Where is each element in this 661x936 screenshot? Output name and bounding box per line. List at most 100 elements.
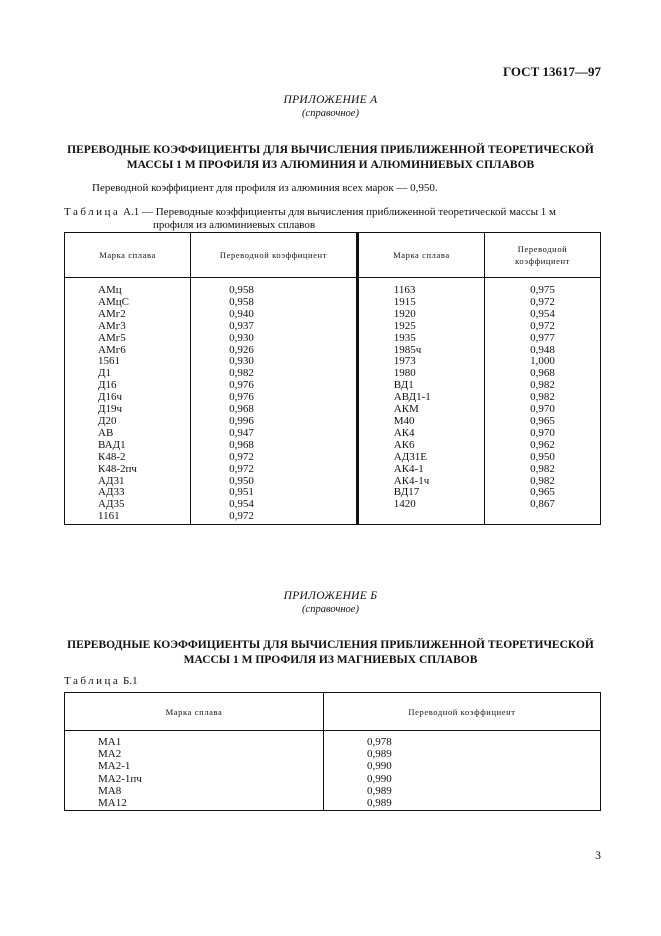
appendix-a-title: ПЕРЕВОДНЫЕ КОЭФФИЦИЕНТЫ ДЛЯ ВЫЧИСЛЕНИЯ П… xyxy=(0,143,661,172)
alloy-grade: АК6 xyxy=(393,438,415,451)
alloy-grade: Д1 xyxy=(98,367,112,380)
coefficient-value: 0,989 xyxy=(367,797,392,810)
alloy-grade: АД35 xyxy=(98,498,125,511)
column-coefficient: 0,978 0,989 0,990 0,990 0,989 0,989 xyxy=(324,731,600,809)
alloy-grade: 1925 xyxy=(393,319,416,332)
title-line: МАССЫ 1 М ПРОФИЛЯ ИЗ АЛЮМИНИЯ И АЛЮМИНИЕ… xyxy=(126,158,535,171)
alloy-grade: АК4 xyxy=(393,426,415,439)
coefficient-value: 0,947 xyxy=(229,426,254,439)
appendix-b-title: ПЕРЕВОДНЫЕ КОЭФФИЦИЕНТЫ ДЛЯ ВЫЧИСЛЕНИЯ П… xyxy=(0,638,661,667)
alloy-grade: Д16ч xyxy=(98,391,123,404)
coefficient-value: 0,972 xyxy=(229,510,254,523)
table-b1-caption: Таблица Б.1 xyxy=(64,675,138,688)
alloy-grade: АМг2 xyxy=(98,307,126,320)
coefficient-value: 0,970 xyxy=(530,403,555,416)
alloy-grade: Д20 xyxy=(98,414,117,427)
alloy-grade: АМц xyxy=(98,284,122,296)
column-header: Марка сплава xyxy=(355,232,486,278)
alloy-grade: 1920 xyxy=(393,307,416,320)
coefficient-value: 0,989 xyxy=(367,748,392,761)
coefficient-value: 0,989 xyxy=(367,784,392,797)
coefficient-value: 0,958 xyxy=(229,295,254,308)
coefficient-value: 0,982 xyxy=(530,391,555,404)
alloy-grade: 1161 xyxy=(98,510,120,523)
coefficient-value: 1,000 xyxy=(530,355,555,368)
alloy-grade: АКМ xyxy=(393,403,419,416)
appendix-a-note: (справочное) xyxy=(302,108,359,119)
alloy-grade: АВ xyxy=(98,426,114,439)
caption-text: профиля из алюминиевых сплавов xyxy=(153,219,316,231)
alloy-grade: АК4-1 xyxy=(393,462,424,475)
caption-word: Таблица xyxy=(64,675,121,687)
alloy-grade: К48-2 xyxy=(98,450,126,463)
alloy-grade: 1561 xyxy=(98,355,120,368)
caption-text: Б.1 xyxy=(123,675,138,687)
alloy-grade: 1163 xyxy=(393,284,416,296)
alloy-grade: 1985ч xyxy=(393,343,422,356)
coefficient-value: 0,982 xyxy=(530,379,555,392)
alloy-grade: ВД1 xyxy=(393,379,414,392)
coefficient-value: 0,962 xyxy=(530,438,555,451)
alloy-grade: МА1 xyxy=(98,736,122,748)
alloy-grade: МА2-1 xyxy=(98,760,131,773)
alloy-grade: АМцС xyxy=(98,295,129,308)
coefficient-value: 0,951 xyxy=(229,486,254,499)
coefficient-value: 0,954 xyxy=(229,498,254,511)
alloy-grade: АМг3 xyxy=(98,319,126,332)
column-header: Переводной коэффициент xyxy=(323,692,601,731)
column-header: Переводной коэффициент xyxy=(484,232,601,278)
coefficient-value: 0,996 xyxy=(229,414,254,427)
coefficient-value: 0,930 xyxy=(229,331,254,344)
coefficient-value: 0,976 xyxy=(229,379,254,392)
alloy-grade: АД31Е xyxy=(393,450,427,463)
caption-word: Таблица xyxy=(64,206,121,218)
column-coefficient: 0,975 0,972 0,954 0,972 0,977 0,948 1,000 0,968… xyxy=(485,278,600,511)
column-alloy: МА1 МА2 МА2-1 МА2-1пч МА8 МА12 xyxy=(65,731,323,809)
appendix-a-label: ПРИЛОЖЕНИЕ А xyxy=(283,94,378,106)
coefficient-value: 0,937 xyxy=(229,319,254,332)
coefficient-value: 0,982 xyxy=(530,474,555,487)
column-header: Марка сплава xyxy=(64,692,324,731)
column-alloy: АМц АМцС АМг2 АМг3 АМг5 АМг6 1561 Д1 Д16 Д16ч Д19ч… xyxy=(65,278,190,523)
coefficient-value: 0,954 xyxy=(530,307,555,320)
alloy-grade: ВАД1 xyxy=(98,438,126,451)
table-b1: Марка сплава Переводной коэффициент МА1 М… xyxy=(64,692,601,811)
alloy-grade: 1420 xyxy=(393,498,416,511)
coefficient-value: 0,968 xyxy=(229,438,254,451)
coefficient-value: 0,940 xyxy=(229,307,254,320)
alloy-grade: МА2-1пч xyxy=(98,772,142,785)
coefficient-value: 0,978 xyxy=(367,736,392,748)
coefficient-value: 0,965 xyxy=(530,414,555,427)
coefficient-value: 0,867 xyxy=(530,498,555,511)
coefficient-value: 0,975 xyxy=(530,284,555,296)
alloy-grade: К48-2пч xyxy=(98,462,137,475)
caption-text: А.1 — Переводные коэффициенты для вычисл… xyxy=(123,206,556,218)
alloy-grade: АД31 xyxy=(98,474,125,487)
table-a1: Марка сплава Переводной коэффициент Марк… xyxy=(63,232,601,525)
paragraph: Переводной коэффициент для профиля из ал… xyxy=(92,182,438,194)
alloy-grade: МА8 xyxy=(98,784,122,797)
coefficient-value: 0,990 xyxy=(367,772,392,785)
coefficient-value: 0,972 xyxy=(530,295,555,308)
alloy-grade: Д16 xyxy=(98,379,117,392)
appendix-b-note: (справочное) xyxy=(302,604,359,615)
coefficient-value: 0,950 xyxy=(229,474,254,487)
coefficient-value: 0,968 xyxy=(530,367,555,380)
coefficient-value: 0,972 xyxy=(530,319,555,332)
coefficient-value: 0,990 xyxy=(367,760,392,773)
coefficient-value: 0,965 xyxy=(530,486,555,499)
alloy-grade: ВД17 xyxy=(393,486,420,499)
alloy-grade: АМг5 xyxy=(98,331,126,344)
coefficient-value: 0,982 xyxy=(530,462,555,475)
alloy-grade: АК4-1ч xyxy=(393,474,430,487)
document-code: ГОСТ 13617—97 xyxy=(502,64,601,79)
alloy-grade: АВД1-1 xyxy=(393,391,431,404)
alloy-grade: АМг6 xyxy=(98,343,126,356)
appendix-b-label: ПРИЛОЖЕНИЕ Б xyxy=(283,590,378,602)
column-coefficient: 0,958 0,958 0,940 0,937 0,930 0,926 0,930 0,982… xyxy=(191,278,356,523)
alloy-grade: МА2 xyxy=(98,748,122,761)
alloy-grade: М40 xyxy=(393,414,415,427)
coefficient-value: 0,972 xyxy=(229,450,254,463)
coefficient-value: 0,972 xyxy=(229,462,254,475)
coefficient-value: 0,926 xyxy=(229,343,254,356)
